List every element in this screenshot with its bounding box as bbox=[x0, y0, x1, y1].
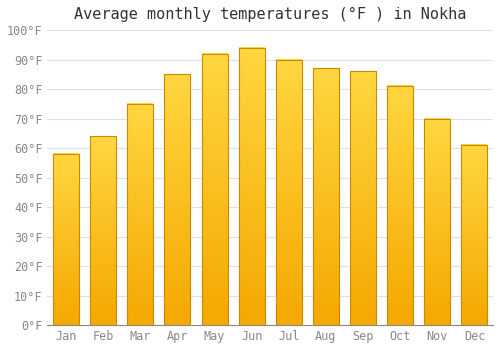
Bar bbox=[164, 74, 190, 325]
Bar bbox=[350, 71, 376, 325]
Bar bbox=[424, 119, 450, 325]
Bar bbox=[462, 145, 487, 325]
Bar bbox=[238, 48, 264, 325]
Bar bbox=[128, 104, 154, 325]
Title: Average monthly temperatures (°F ) in Nokha: Average monthly temperatures (°F ) in No… bbox=[74, 7, 466, 22]
Bar bbox=[313, 69, 339, 325]
Bar bbox=[202, 54, 228, 325]
Bar bbox=[276, 60, 302, 325]
Bar bbox=[387, 86, 413, 325]
Bar bbox=[53, 154, 79, 325]
Bar bbox=[90, 136, 116, 325]
